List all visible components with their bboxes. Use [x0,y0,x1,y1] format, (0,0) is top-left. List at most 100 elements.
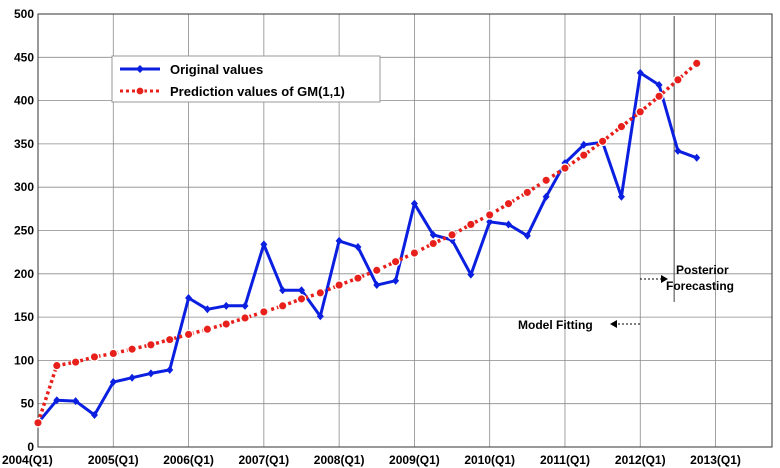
original-point [373,281,381,290]
prediction-point [466,219,476,230]
original-point [53,396,61,405]
legend-original-marker [136,65,144,73]
original-point [655,81,663,90]
plot-frame [37,13,773,448]
legend: Original values Prediction values of GM(… [111,55,381,103]
prediction-point [315,288,326,298]
prediction-point [616,121,627,132]
original-point [410,199,418,208]
original-point [335,236,343,245]
original-point [467,270,475,279]
original-point [392,276,400,285]
original-point [542,192,550,201]
series-layer [33,58,702,428]
original-point [260,240,268,249]
x-tick-label: 2004(Q1) [2,453,53,467]
original-point [279,286,287,295]
prediction-point [183,329,194,340]
x-axis-ticks: 2004(Q1) 2005(Q1) 2006(Q1) 2007(Q1) 2008(Q1)… [2,453,741,467]
original-point [166,365,174,374]
prediction-point [654,91,664,102]
prediction-point [164,334,175,345]
original-point [297,286,305,295]
prediction-point [503,198,514,209]
original-point [147,369,155,378]
x-tick-label: 2008(Q1) [314,453,365,467]
x-tick-label: 2009(Q1) [389,453,440,467]
original-point [674,146,682,155]
prediction-point [428,238,439,249]
prediction-point [146,339,156,350]
original-point [429,230,437,239]
original-point [90,410,98,419]
legend-prediction-label: Prediction values of GM(1,1) [170,84,345,99]
series-line-prediction [36,62,698,424]
prediction-point [33,417,43,428]
y-tick-label: 300 [14,180,34,194]
prediction-point [221,319,232,329]
original-point [109,378,117,387]
legend-prediction-marker [135,86,145,96]
prediction-point [353,273,363,283]
original-point [505,220,513,229]
posterior-arrow-head [661,275,668,283]
legend-box [111,55,381,103]
y-tick-label: 0 [27,440,34,454]
original-point [617,192,625,201]
y-tick-label: 100 [14,353,34,367]
original-point [693,153,701,162]
original-point [316,312,324,321]
original-point [185,294,193,303]
x-tick-label: 2013(Q1) [690,453,741,467]
prediction-point [447,229,457,240]
original-point [203,305,211,314]
original-point [523,231,531,240]
original-point [222,301,230,310]
prediction-point [296,294,307,304]
posterior-forecasting-line1: Posterior [676,263,729,277]
prediction-point [334,280,344,290]
prediction-point [635,107,646,117]
prediction-point [277,300,288,311]
original-point [72,397,80,406]
prediction-point [409,248,420,258]
x-tick-label: 2005(Q1) [88,453,139,467]
prediction-point [522,187,533,198]
y-tick-label: 200 [14,267,34,281]
prediction-point [541,175,552,186]
prediction-point [390,256,401,267]
prediction-point [484,210,495,220]
original-point [636,68,644,77]
prediction-point [70,357,81,367]
model-fitting-label: Model Fitting [518,318,593,332]
y-tick-label: 400 [14,94,34,108]
prediction-point [258,307,269,317]
prediction-point [202,324,213,335]
prediction-point [691,58,702,69]
original-point [128,373,136,382]
y-tick-label: 50 [21,397,35,411]
x-tick-label: 2006(Q1) [163,453,214,467]
prediction-point [371,265,382,276]
prediction-point [597,136,608,147]
y-tick-label: 500 [14,7,34,21]
original-point [580,140,588,149]
x-tick-label: 2010(Q1) [464,453,515,467]
prediction-point [240,313,250,323]
annotations: Posterior Forecasting Model Fitting [518,263,734,332]
x-tick-label: 2011(Q1) [540,453,590,467]
y-tick-label: 450 [14,50,34,64]
prediction-point [108,348,119,359]
x-tick-label: 2007(Q1) [238,453,289,467]
model-fitting-arrow-head [610,320,617,328]
y-tick-label: 250 [14,224,34,238]
original-point [354,242,362,251]
original-point [241,301,249,310]
prediction-point [560,163,570,173]
x-tick-label: 2012(Q1) [615,453,666,467]
prediction-point [51,360,62,371]
prediction-point [89,352,100,362]
y-tick-label: 350 [14,137,34,151]
prediction-point [127,344,137,354]
series-line-original [36,71,698,424]
